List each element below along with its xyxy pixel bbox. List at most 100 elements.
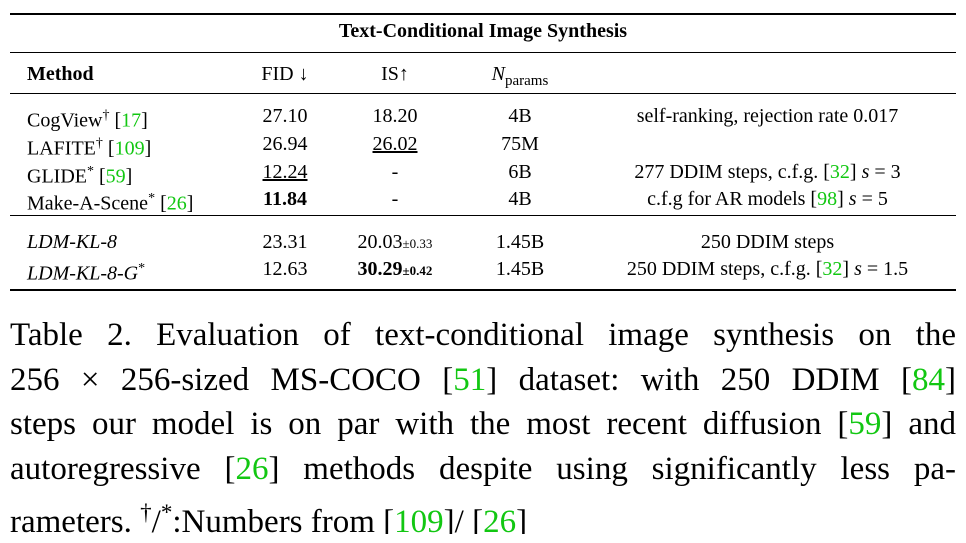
bottom-rule — [10, 289, 956, 291]
text-segment: ±0.33 — [402, 236, 433, 251]
text-segment: = 1.5 — [861, 258, 909, 280]
caption-line: autoregressive [26] methods despite usin… — [10, 447, 956, 491]
citation-link: 84 — [912, 362, 945, 398]
citation-link: 32 — [829, 161, 850, 183]
table-cell: 18.20 — [372, 105, 418, 127]
table-cell: 30.29±0.42 — [330, 256, 460, 282]
header-cell: Nparams — [460, 61, 580, 89]
table-cell: LDM-KL-8-G* — [27, 256, 252, 285]
text-segment: * — [160, 499, 173, 525]
text-segment: † — [95, 136, 103, 151]
table-cell: 23.31 — [262, 231, 308, 253]
text-segment: rameters. — [10, 504, 141, 534]
text-segment: ±0.42 — [402, 263, 433, 278]
caption-line: Table 2. Evaluation of text-conditional … — [10, 313, 956, 357]
table-cell: GLIDE* [59] — [27, 159, 252, 188]
text-segment: CogView — [27, 109, 103, 132]
text-segment: [ — [102, 137, 115, 160]
text-segment: ] — [837, 188, 849, 210]
text-segment: :Numbers from [ — [172, 504, 395, 534]
text-segment: LDM-KL-8-G — [27, 262, 139, 285]
header-cell: FID ↓ — [261, 63, 309, 85]
table-cell: 1.45B — [495, 231, 545, 253]
table-cell: 250 DDIM steps — [700, 231, 835, 253]
table-cell: - — [391, 161, 399, 183]
table-title: Text-Conditional Image Synthesis — [338, 20, 628, 42]
table-cell: 277 DDIM steps, c.f.g. [32] s = 3 — [575, 159, 960, 185]
citation-link: 59 — [105, 165, 126, 188]
table-cell: 12.63 — [262, 258, 308, 280]
text-segment: [ — [155, 192, 167, 215]
text-segment: ] — [516, 504, 528, 534]
citation-link: 59 — [848, 406, 882, 442]
table-cell: CogView† [17] — [27, 103, 252, 132]
rule — [10, 52, 956, 53]
text-segment: steps our model is on par with the most … — [10, 406, 849, 442]
text-segment: ] — [849, 161, 862, 183]
text-segment: ] — [186, 192, 194, 215]
text-segment: s — [861, 161, 870, 183]
text-segment: ] — [125, 165, 133, 188]
rule — [10, 215, 956, 216]
text-segment: s — [848, 188, 857, 210]
text-segment: / — [151, 504, 161, 534]
table-cell: Make-A-Scene* [26] — [27, 186, 252, 215]
text-segment: ]/ [ — [443, 504, 484, 534]
text-segment: params — [505, 73, 549, 89]
citation-link: 26 — [166, 192, 187, 215]
text-segment: 250 DDIM steps, c.f.g. [ — [626, 258, 823, 280]
text-segment: s — [854, 258, 862, 280]
text-segment: 11.84 — [263, 188, 307, 210]
text-segment: * — [148, 191, 156, 206]
text-segment: autoregressive [ — [10, 451, 236, 487]
text-segment: 30.29 — [357, 258, 403, 280]
table-cell: LAFITE† [109] — [27, 131, 252, 160]
text-segment: 26.02 — [372, 133, 418, 155]
text-segment: Table 2. Evaluation of text-conditional … — [10, 317, 956, 353]
table-cell: LDM-KL-8 — [27, 229, 252, 255]
text-segment: ] dataset: with 250 DDIM [ — [486, 362, 912, 398]
text-segment: ] — [144, 137, 152, 160]
table-cell: 6B — [508, 161, 532, 183]
citation-link: 17 — [121, 109, 142, 132]
table-cell: 1.45B — [495, 258, 545, 280]
text-segment: = 5 — [856, 188, 888, 210]
text-segment: 12.24 — [262, 161, 308, 183]
table-cell: 12.24 — [235, 159, 335, 185]
text-segment: 20.03 — [357, 231, 403, 253]
caption-line: rameters. †/*:Numbers from [109]/ [26] — [10, 490, 956, 534]
table-cell: 75M — [501, 133, 539, 155]
table-cell: 27.10 — [262, 105, 308, 127]
caption-line: 256 × 256-sized MS-COCO [51] dataset: wi… — [10, 358, 956, 402]
text-segment: * — [86, 164, 94, 179]
text-segment: 277 DDIM steps, c.f.g. [ — [634, 161, 830, 183]
text-segment: LDM-KL-8 — [27, 231, 118, 253]
text-segment: ] — [945, 362, 956, 398]
header-cell: Method — [27, 61, 252, 87]
text-segment: 256 × 256-sized MS-COCO [ — [10, 362, 454, 398]
citation-link: 26 — [235, 451, 269, 487]
citation-link: 26 — [483, 504, 517, 534]
caption-line: steps our model is on par with the most … — [10, 402, 956, 446]
table-cell: 4B — [508, 105, 532, 127]
citation-link: 32 — [822, 258, 843, 280]
text-segment: ] — [141, 109, 148, 132]
table-cell: c.f.g for AR models [98] s = 5 — [575, 186, 960, 212]
table-cell: 26.02 — [330, 131, 460, 157]
text-segment: † — [102, 108, 110, 123]
text-segment: c.f.g for AR models [ — [647, 188, 818, 210]
text-segment: Method — [27, 63, 94, 85]
text-segment: LAFITE — [27, 137, 96, 160]
text-segment: * — [138, 261, 146, 276]
text-segment: GLIDE — [27, 165, 87, 188]
text-segment: [ — [109, 109, 122, 132]
citation-link: 109 — [394, 504, 444, 534]
citation-link: 51 — [453, 362, 487, 398]
text-segment: Make-A-Scene — [27, 192, 149, 215]
text-segment: N — [491, 63, 505, 85]
table-cell: - — [391, 188, 399, 210]
table-cell: 20.03±0.33 — [330, 229, 460, 255]
text-segment: ] methods despite using significantly le… — [268, 451, 956, 487]
text-segment: ] — [842, 258, 855, 280]
table-cell: 26.94 — [262, 133, 308, 155]
